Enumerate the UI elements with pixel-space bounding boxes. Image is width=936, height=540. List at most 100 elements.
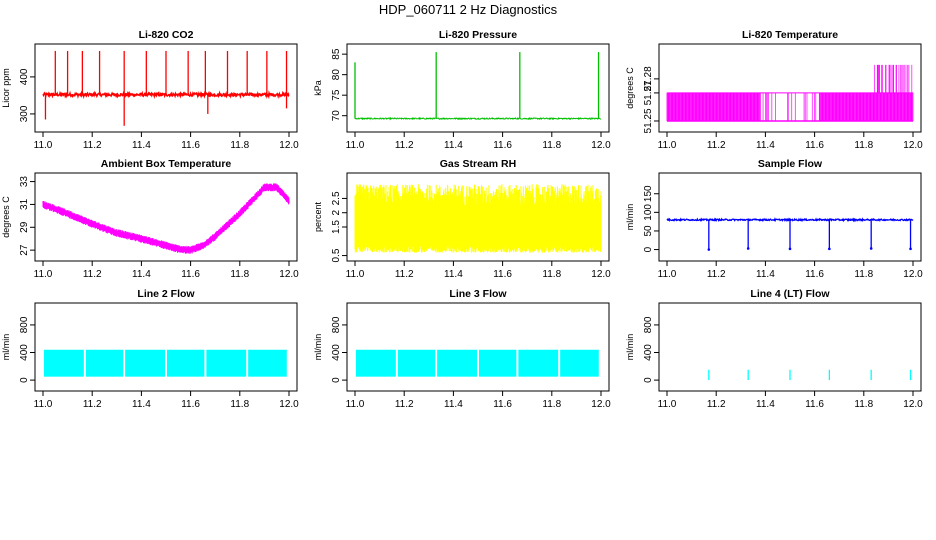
y-tick-label: 2.5 (331, 191, 342, 205)
y-tick-label: 1.5 (331, 220, 342, 234)
y-tick-label: 50 (643, 225, 654, 237)
x-tick-label: 11.0 (34, 399, 53, 410)
x-tick-label: 11.8 (854, 269, 873, 280)
x-tick-label: 11.4 (444, 140, 463, 151)
x-tick-label: 11.2 (395, 140, 414, 151)
panel-co2: Li-820 CO2 Licor ppm 11.0 11.2 11.4 11.6 11.8 1… (1, 29, 299, 151)
panel-sample_flow: Sample Flow ml/min 11.0 11.2 11.4 11.6 11.8 12.… (625, 158, 923, 280)
y-tick-label: 800 (643, 316, 654, 333)
x-tick-label: 11.0 (658, 399, 677, 410)
panel-licor_temp: Li-820 Temperature degrees C 11.0 11.2 11.4 1… (625, 29, 923, 151)
x-tick-label: 11.4 (132, 399, 151, 410)
x-tick-label: 11.6 (181, 399, 200, 410)
y-axis-label: percent (313, 201, 323, 232)
x-tick-label: 11.8 (542, 140, 561, 151)
x-tick-label: 11.8 (854, 140, 873, 151)
x-tick-label: 11.2 (707, 269, 726, 280)
y-tick-label: 75 (331, 89, 342, 101)
flow-block (206, 349, 247, 377)
panel-title: Line 4 (LT) Flow (750, 288, 830, 300)
flow-block (43, 349, 84, 377)
panel-rh: Gas Stream RH percent 11.0 11.2 11.4 11.6 11.8… (313, 158, 611, 280)
y-tick-label: 400 (331, 344, 342, 361)
plot-frame (658, 172, 922, 262)
y-axis-label: ml/min (313, 334, 323, 361)
y-tick-label: 70 (331, 110, 342, 122)
x-tick-label: 11.4 (756, 399, 775, 410)
x-tick-label: 11.4 (444, 269, 463, 280)
y-tick-label: 31 (19, 198, 30, 210)
x-tick-label: 11.4 (756, 140, 775, 151)
y-tick-label: 100 (643, 204, 654, 221)
dip-point (707, 248, 711, 251)
y-axis-label: degrees C (1, 196, 11, 238)
panel-pressure: Li-820 Pressure kPa 11.0 11.2 11.4 11.6 11.8 12… (313, 29, 611, 151)
x-tick-label: 11.0 (346, 399, 365, 410)
y-tick-label: 400 (19, 344, 30, 361)
x-tick-label: 11.2 (707, 399, 726, 410)
x-tick-label: 11.0 (658, 269, 677, 280)
y-tick-label: 400 (643, 344, 654, 361)
panel-line4: Line 4 (LT) Flow ml/min 11.0 11.2 11.4 11.6 11… (625, 288, 923, 410)
y-axis-label: degrees C (625, 67, 635, 109)
flow-block (355, 349, 396, 377)
y-tick-label: 2 (331, 209, 342, 215)
y-tick-label: 0 (643, 246, 654, 252)
dip-point (788, 247, 792, 251)
flow-block (518, 349, 559, 377)
y-axis-label: ml/min (625, 334, 635, 361)
dip-point (909, 247, 912, 251)
flow-block (437, 349, 478, 377)
x-tick-label: 11.8 (854, 399, 873, 410)
x-tick-label: 12.0 (279, 140, 299, 151)
y-tick-label: 85 (331, 48, 342, 60)
x-tick-label: 12.0 (591, 269, 611, 280)
x-tick-label: 11.4 (132, 269, 151, 280)
y-tick-label: 0 (331, 377, 342, 383)
series-line (666, 217, 914, 223)
plot-frame (346, 43, 610, 133)
plot-frame (346, 172, 610, 262)
x-tick-label: 11.6 (493, 399, 512, 410)
x-tick-label: 11.2 (395, 269, 414, 280)
x-tick-label: 12.0 (279, 269, 299, 280)
y-tick-label: 300 (19, 105, 30, 122)
panel-title: Sample Flow (758, 158, 823, 170)
flow-block (166, 349, 205, 377)
y-tick-label: 0 (19, 377, 30, 383)
x-tick-label: 11.0 (34, 140, 53, 151)
x-tick-label: 11.8 (230, 399, 249, 410)
plot-frame (346, 302, 610, 392)
y-tick-label: 400 (19, 68, 30, 85)
panel-title: Li-820 Temperature (742, 29, 838, 41)
x-tick-label: 11.4 (132, 140, 151, 151)
flow-block (85, 349, 124, 377)
dip-point (869, 247, 873, 250)
series-line (354, 116, 602, 121)
panel-box_temp: Ambient Box Temperature degrees C 11.0 11.2… (1, 158, 299, 280)
panel-line2: Line 2 Flow ml/min 11.0 11.2 11.4 11.6 11.8 12.… (1, 288, 299, 410)
plot-frame (658, 302, 922, 392)
x-tick-label: 11.8 (542, 399, 561, 410)
x-tick-label: 11.6 (493, 269, 512, 280)
y-tick-label: 27 (19, 244, 30, 256)
y-tick-label: 51.28 (643, 66, 654, 91)
x-tick-label: 11.6 (181, 140, 200, 151)
flow-block (248, 349, 287, 377)
plot-frame (34, 302, 298, 392)
figure-title: HDP_060711 2 Hz Diagnostics (379, 2, 558, 17)
flow-block (478, 349, 517, 377)
dip-point (746, 247, 750, 250)
x-tick-label: 11.2 (83, 399, 102, 410)
y-axis-label: ml/min (1, 334, 11, 361)
y-tick-label: 800 (19, 316, 30, 333)
x-tick-label: 11.4 (756, 269, 775, 280)
x-tick-label: 12.0 (279, 399, 299, 410)
x-tick-label: 11.0 (346, 140, 365, 151)
y-tick-label: 800 (331, 316, 342, 333)
y-tick-label: 0 (643, 377, 654, 383)
plot-frame (34, 43, 298, 133)
x-tick-label: 11.6 (181, 269, 200, 280)
x-tick-label: 12.0 (903, 140, 923, 151)
